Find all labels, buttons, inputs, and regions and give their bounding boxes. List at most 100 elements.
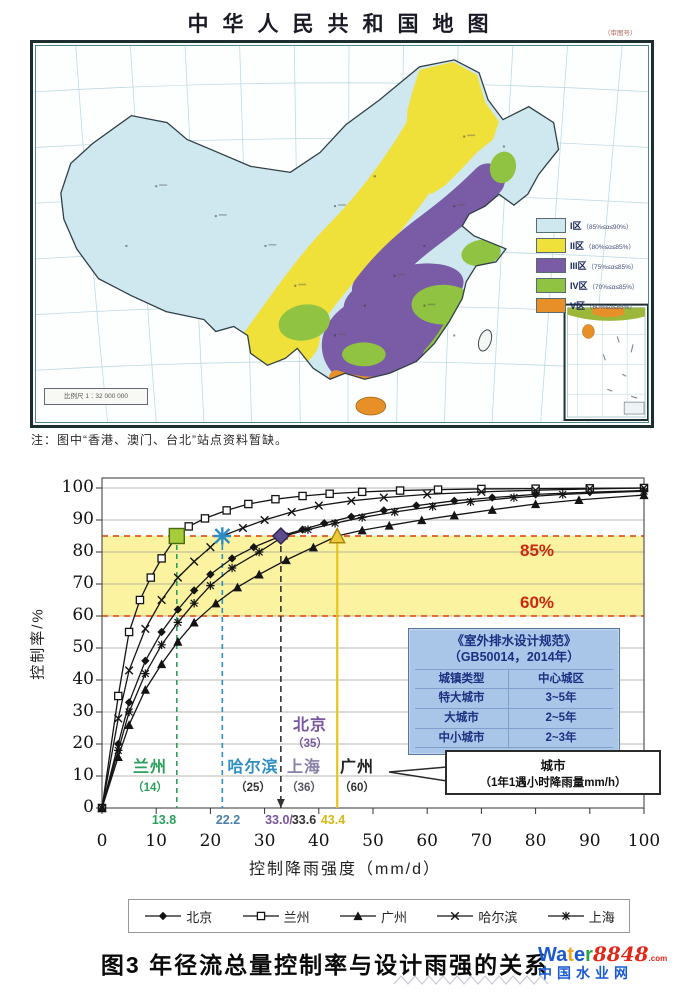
y-tick-label: 0 — [83, 797, 94, 817]
y-tick-label: 10 — [72, 765, 94, 785]
x-tick-label: 20 — [199, 831, 222, 851]
y-tick-label: 20 — [72, 733, 94, 753]
hainan-island — [355, 396, 387, 416]
zone-label: V区 — [570, 301, 586, 311]
watermark-site-name: 中国水业网 — [538, 965, 633, 981]
table-row: 大城市 2~5年 — [415, 708, 613, 729]
legend-label: 哈尔滨 — [478, 909, 518, 925]
legend-item-上海: 上海 — [546, 907, 615, 926]
crossing-x-value-2: 33.0/ — [265, 813, 293, 827]
crossing-x-value-1: 22.2 — [215, 813, 241, 827]
legend-marker-x-icon — [437, 911, 474, 921]
city-hourly-value-1: （25） — [235, 782, 271, 794]
callout-line-1: 城市 — [540, 759, 566, 773]
map-legend-row: III区 （75%≤α≤85%） — [536, 258, 648, 273]
legend-label: 上海 — [588, 909, 615, 925]
y-tick-label: 60 — [72, 605, 94, 625]
watermark-letter: t — [567, 944, 574, 966]
map-title: 中华人民共和国地图 — [187, 11, 503, 36]
map-legend-row: II区 （80%≤α≤85%） — [536, 238, 648, 253]
design-standard-table: 《室外排水设计规范》 （GB50014，2014年） 城镇类型 中心城区 特大城市 3… — [408, 628, 620, 756]
table-cell: 3~5年 — [545, 692, 577, 705]
x-tick-label: 60 — [416, 831, 439, 851]
y-tick-label: 90 — [72, 509, 94, 529]
map-legend-row: IV区 （70%≤α≤85%） — [536, 278, 648, 293]
city-hourly-value-3: （36） — [286, 782, 322, 794]
x-tick-label: 40 — [307, 831, 330, 851]
x-tick-label: 90 — [578, 831, 601, 851]
legend-label: 广州 — [380, 909, 407, 925]
table-row: 城镇类型 中心城区 — [415, 669, 613, 690]
city-label-4: 广州 — [339, 759, 375, 776]
x-tick-label: 70 — [470, 831, 493, 851]
figure-caption: 图3 年径流总量控制率与设计雨强的关系 — [100, 952, 550, 978]
y-tick-label: 70 — [72, 573, 94, 593]
ghost-watermark-squiggle — [393, 975, 549, 985]
zone-range: （70%≤α≤85%） — [588, 283, 639, 291]
city-label-0: 兰州 — [132, 759, 168, 776]
table-cell: 大城市 — [415, 708, 510, 728]
china-map-inner: I区 （85%≤α≤90%） II区 （80%≤α≤85%） III区 （75%≤α≤85… — [35, 45, 649, 423]
plot-canvas — [96, 477, 649, 814]
x-tick-label: 30 — [253, 831, 276, 851]
x-axis-title: 控制降雨强度（mm/d） — [248, 861, 441, 878]
legend-item-北京: 北京 — [143, 907, 212, 926]
map-legend-row: I区 （85%≤α≤90%） — [536, 218, 648, 233]
city-label-2: 北京 — [292, 717, 328, 734]
table-title-1: 《室外排水设计规范》 — [451, 634, 577, 648]
table-cell: 2~5年 — [545, 711, 577, 724]
city-hourly-value-2: （35） — [292, 738, 328, 750]
zone-color-swatch — [536, 238, 566, 253]
zone-color-swatch — [536, 298, 566, 313]
city-dots — [125, 135, 505, 337]
legend-marker-square-open-icon — [242, 911, 279, 921]
table-cell: 中小城市 — [415, 728, 510, 748]
callout-line-2: （1年1遇小时降雨量mm/h） — [479, 777, 627, 789]
zone-label: III区 — [570, 261, 587, 271]
y-tick-label: 50 — [72, 637, 94, 657]
crossing-x-value-3: 33.6 — [291, 813, 317, 827]
zone-color-swatch — [536, 278, 566, 293]
site-watermark: Water8848.com 中国水业网 — [538, 944, 690, 980]
city-hourly-value-0: （14） — [132, 782, 168, 794]
runoff-control-chart: 控制率/% 控制降雨强度（mm/d） 85% 60% 《室外排水设计规范》 （G… — [0, 455, 690, 955]
crossing-x-value-0: 13.8 — [151, 813, 177, 827]
table-row: 中小城市 2~3年 — [415, 728, 613, 749]
map-scale-box: 比例尺 1∶32 000 000 — [44, 388, 148, 405]
band-label-60: 60% — [520, 593, 555, 612]
y-tick-label: 100 — [61, 477, 94, 497]
china-map-frame: I区 （85%≤α≤90%） II区 （80%≤α≤85%） III区 （75%≤α≤85… — [30, 40, 654, 428]
table-grid: 城镇类型 中心城区 特大城市 3~5年大城市 2~5年中小城市 2~3年 — [415, 668, 613, 749]
legend-item-兰州: 兰州 — [241, 907, 310, 926]
watermark-letter: W — [538, 944, 557, 966]
legend-item-哈尔滨: 哈尔滨 — [435, 907, 517, 926]
city-label-3: 上海 — [286, 759, 322, 776]
legend-marker-asterisk-icon — [547, 911, 584, 921]
legend-marker-diamond-icon — [145, 911, 182, 921]
chart-legend: 北京 兰州 广州 哈尔滨 上海 — [128, 899, 630, 933]
city-label-smudges — [159, 134, 476, 336]
legend-label: 北京 — [186, 909, 213, 925]
y-tick-label: 30 — [72, 701, 94, 721]
watermark-letter: r — [585, 944, 593, 966]
zone-color-swatch — [536, 218, 566, 233]
city-hourly-value-4: （60） — [339, 782, 375, 794]
x-tick-label: 100 — [627, 831, 661, 851]
table-title-2: （GB50014，2014年） — [448, 650, 580, 665]
map-footnote: 注：图中“香港、澳门、台北”站点资料暂缺。 — [31, 433, 288, 447]
crossing-x-value-4: 43.4 — [320, 813, 346, 827]
zone-range: （80%≤α≤85%） — [585, 243, 635, 251]
zone-range: （75%≤α≤85%） — [587, 263, 638, 271]
table-cell: 城镇类型 — [415, 669, 510, 689]
zone-color-swatch — [536, 258, 566, 273]
band-label-85: 85% — [520, 541, 555, 560]
table-row: 特大城市 3~5年 — [415, 689, 613, 709]
table-cell: 特大城市 — [415, 689, 510, 708]
legend-item-广州: 广州 — [338, 907, 407, 926]
city-label-1: 哈尔滨 — [227, 759, 279, 776]
table-cell: 2~3年 — [545, 731, 577, 744]
city-callout-box: 城市 （1年1遇小时降雨量mm/h） — [445, 750, 661, 795]
watermark-letter: a — [556, 944, 568, 966]
zone-label: II区 — [570, 241, 585, 251]
